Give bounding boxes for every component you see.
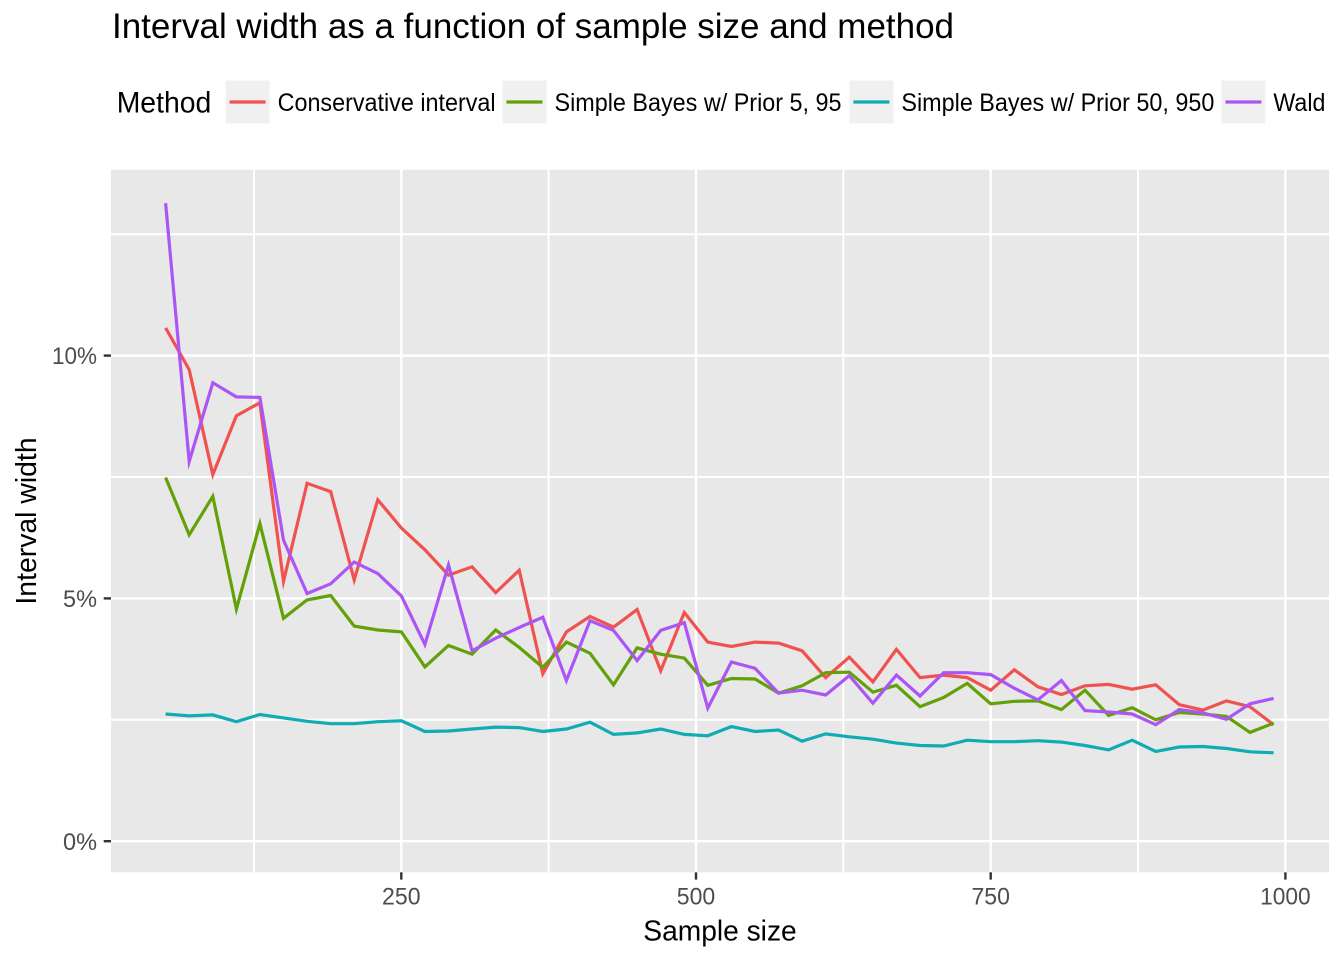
svg-text:Conservative interval: Conservative interval <box>278 89 496 117</box>
svg-text:Simple Bayes w/ Prior 50, 950: Simple Bayes w/ Prior 50, 950 <box>901 89 1214 117</box>
svg-text:750: 750 <box>971 883 1010 910</box>
svg-text:500: 500 <box>677 883 716 910</box>
svg-text:Sample size: Sample size <box>643 916 796 948</box>
svg-text:0%: 0% <box>63 829 97 856</box>
svg-text:Interval width as a function o: Interval width as a function of sample s… <box>112 7 954 46</box>
svg-text:Interval width: Interval width <box>11 437 43 604</box>
svg-text:Method: Method <box>117 87 212 120</box>
svg-text:1000: 1000 <box>1260 883 1311 910</box>
svg-text:250: 250 <box>382 883 421 910</box>
svg-text:5%: 5% <box>63 586 97 613</box>
svg-text:Wald: Wald <box>1273 89 1325 117</box>
svg-text:Simple Bayes w/ Prior 5, 95: Simple Bayes w/ Prior 5, 95 <box>555 89 842 117</box>
svg-text:10%: 10% <box>52 343 97 370</box>
